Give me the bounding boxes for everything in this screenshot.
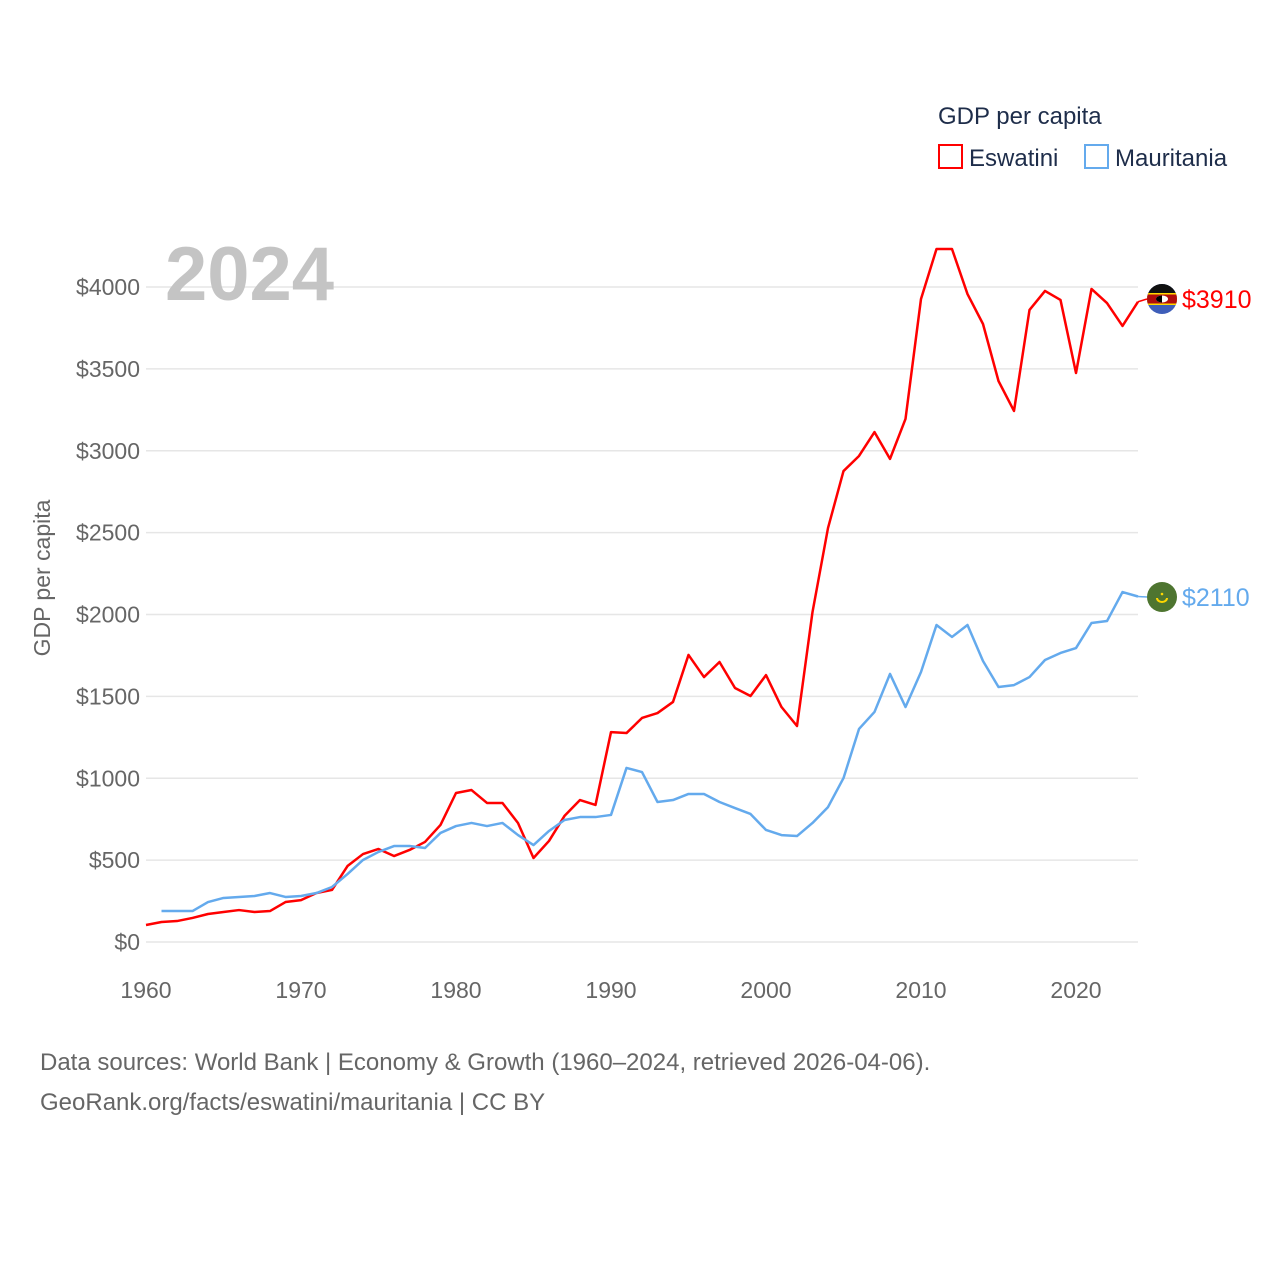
year-label: 2024 [165, 232, 334, 317]
x-tick-label: 1960 [120, 977, 171, 1003]
x-tick-label: 1980 [430, 977, 481, 1003]
x-tick-label: 1970 [275, 977, 326, 1003]
end-connector [1137, 298, 1148, 303]
y-tick-label: $0 [114, 929, 140, 955]
series-line-mauritania [161, 590, 1139, 913]
y-tick-label: $1500 [76, 683, 140, 709]
x-tick-label: 1990 [585, 977, 636, 1003]
series-line-eswatini [145, 247, 1140, 927]
y-tick-label: $2500 [76, 520, 140, 546]
y-tick-label: $3500 [76, 356, 140, 382]
footer-sources: Data sources: World Bank | Economy & Gro… [40, 1049, 931, 1076]
y-axis-label: GDP per capita [29, 499, 55, 656]
legend-swatch-mauritania [1084, 144, 1109, 169]
mauritania-flag-icon [1147, 582, 1177, 612]
y-tick-label: $500 [89, 847, 140, 873]
end-connector [1137, 595, 1148, 598]
x-tick-label: 2010 [895, 977, 946, 1003]
x-tick-label: 2020 [1050, 977, 1101, 1003]
footer-link[interactable]: GeoRank.org/facts/eswatini/mauritania | … [40, 1089, 546, 1116]
legend-label-mauritania: Mauritania [1115, 145, 1228, 172]
end-value-label-mauritania: $2110 [1182, 584, 1250, 612]
legend-label-eswatini: Eswatini [969, 145, 1058, 172]
eswatini-flag-icon [1147, 284, 1177, 314]
y-tick-label: $1000 [76, 765, 140, 791]
footer: Data sources: World Bank | Economy & Gro… [40, 1043, 930, 1123]
legend-title: GDP per capita [938, 103, 1102, 130]
y-tick-label: $4000 [76, 274, 140, 300]
y-tick-label: $3000 [76, 438, 140, 464]
legend-swatch-eswatini [938, 144, 963, 169]
end-value-label-eswatini: $3910 [1182, 286, 1252, 314]
y-tick-label: $2000 [76, 602, 140, 628]
x-tick-label: 2000 [740, 977, 791, 1003]
